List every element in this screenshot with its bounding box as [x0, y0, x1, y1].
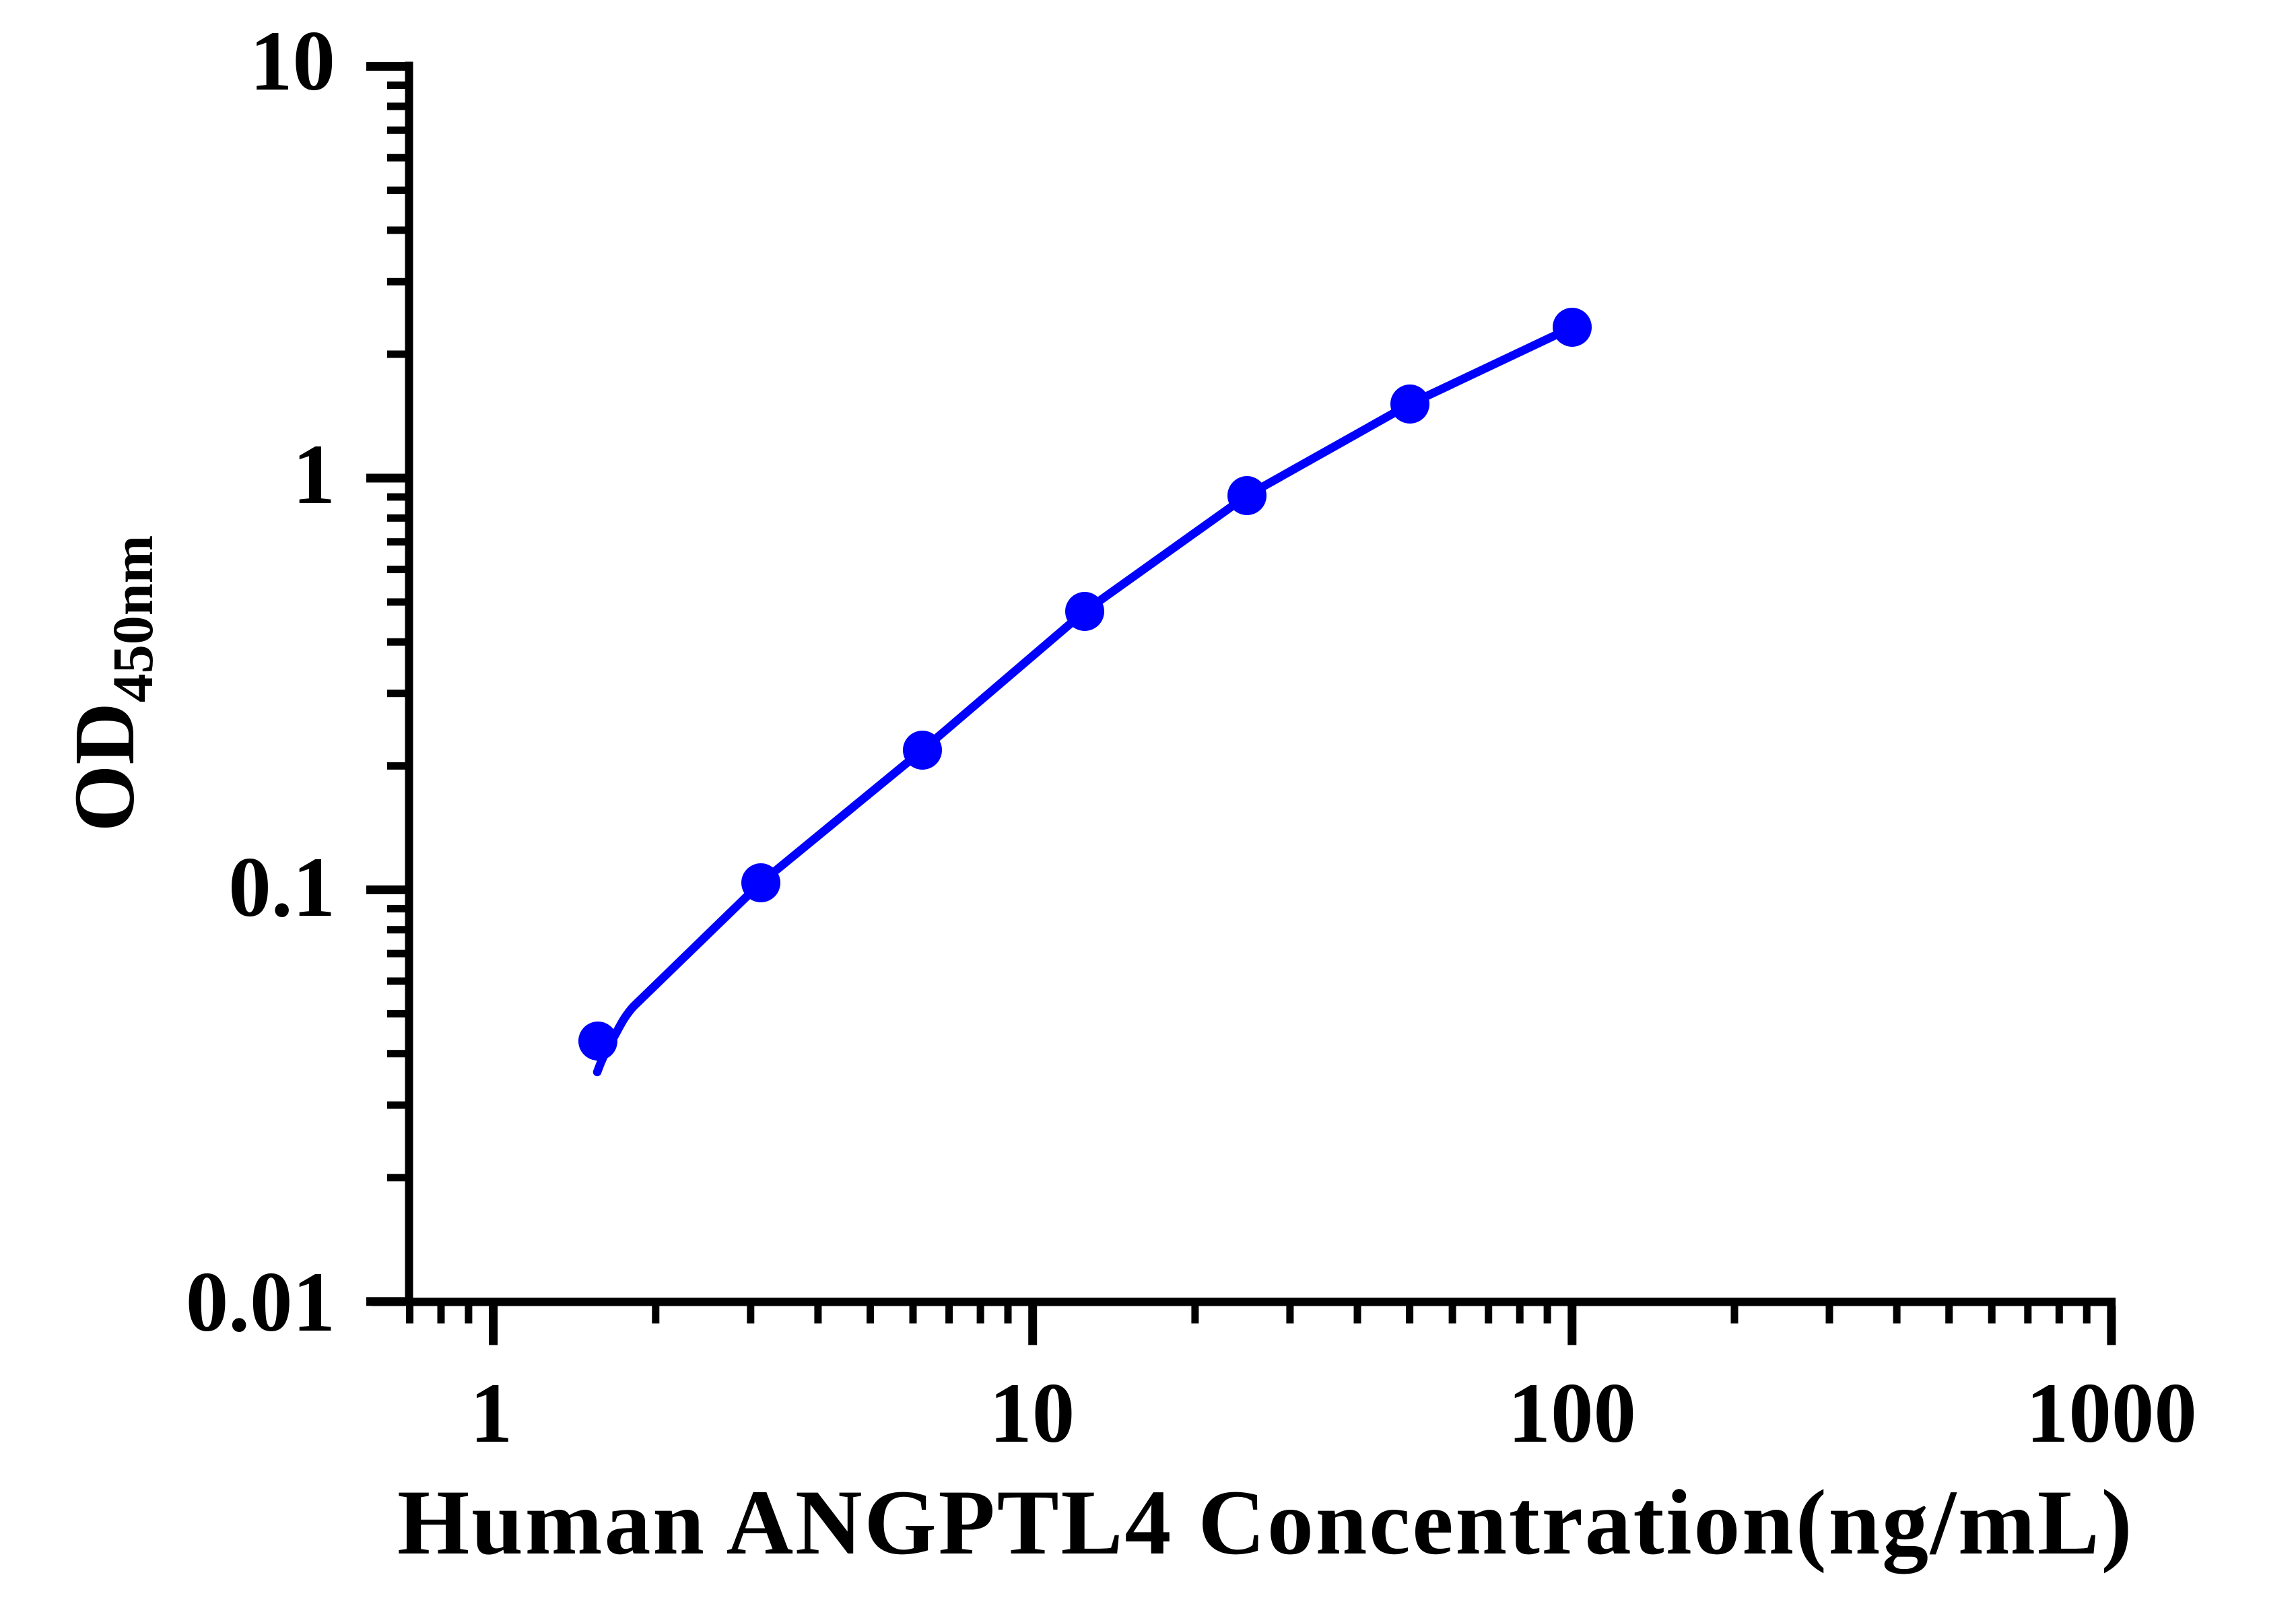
svg-text:10: 10 [989, 1366, 1075, 1461]
svg-text:1: 1 [470, 1366, 513, 1461]
svg-text:10: 10 [250, 14, 335, 108]
svg-text:1: 1 [293, 428, 336, 522]
svg-text:1000: 1000 [2026, 1366, 2197, 1461]
svg-text:Human ANGPTL4 Concentration(ng: Human ANGPTL4 Concentration(ng/mL) [397, 1471, 2134, 1574]
svg-text:0.1: 0.1 [228, 840, 335, 935]
svg-text:0.01: 0.01 [186, 1255, 335, 1349]
svg-text:100: 100 [1508, 1366, 1637, 1461]
